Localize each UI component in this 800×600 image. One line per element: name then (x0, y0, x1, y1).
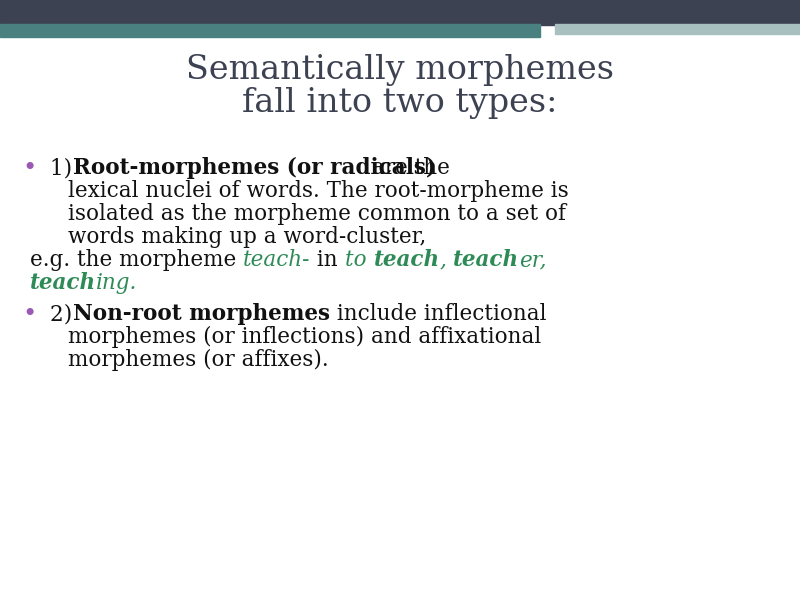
Text: er,: er, (519, 249, 547, 271)
Text: Semantically morphemes: Semantically morphemes (186, 54, 614, 86)
Text: are the: are the (365, 157, 450, 179)
Bar (555, 24, 800, 34)
Text: Root-morphemes (or radicals): Root-morphemes (or radicals) (73, 157, 436, 179)
Text: •: • (23, 302, 37, 326)
Text: words making up a word-cluster,: words making up a word-cluster, (68, 226, 426, 248)
Text: •: • (23, 156, 37, 180)
Text: lexical nuclei of words. The root-morpheme is: lexical nuclei of words. The root-morphe… (68, 180, 569, 202)
Text: e.g. the morpheme: e.g. the morpheme (30, 249, 243, 271)
Text: to: to (345, 249, 374, 271)
Text: 1): 1) (50, 157, 76, 179)
Text: teach: teach (374, 249, 440, 271)
Text: teach-: teach- (243, 249, 310, 271)
Text: Non-root morphemes: Non-root morphemes (73, 303, 330, 325)
Text: ,: , (440, 249, 454, 271)
Text: teach: teach (30, 272, 96, 294)
Text: ing.: ing. (96, 272, 138, 294)
Text: morphemes (or affixes).: morphemes (or affixes). (68, 349, 329, 371)
Text: teach: teach (454, 249, 519, 271)
Text: in: in (310, 249, 345, 271)
Text: morphemes (or inflections) and affixational: morphemes (or inflections) and affixatio… (68, 326, 542, 348)
Bar (0, 24, 540, 37)
Text: include inflectional: include inflectional (330, 303, 546, 325)
Bar (0, 0, 800, 25)
Text: 2): 2) (50, 303, 77, 325)
Text: isolated as the morpheme common to a set of: isolated as the morpheme common to a set… (68, 203, 566, 225)
Text: fall into two types:: fall into two types: (242, 87, 558, 119)
